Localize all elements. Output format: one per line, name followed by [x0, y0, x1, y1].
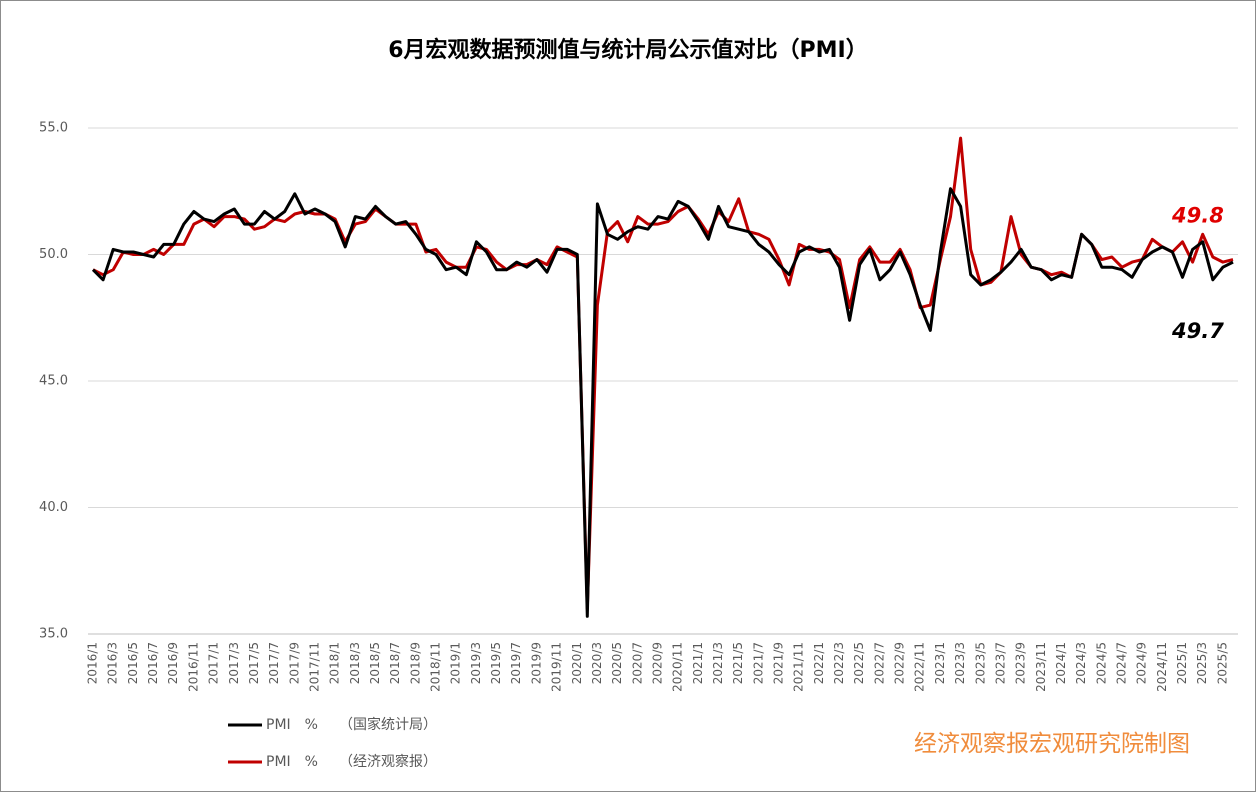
y-tick-label: 50.0: [39, 247, 68, 262]
x-tick-label: 2024/11: [1155, 642, 1169, 692]
x-tick-label: 2022/9: [893, 642, 907, 684]
x-tick-label: 2016/11: [186, 642, 200, 692]
x-tick-label: 2017/3: [227, 642, 241, 684]
x-tick-label: 2023/5: [973, 642, 987, 684]
x-tick-label: 2016/7: [146, 642, 160, 684]
x-tick-label: 2021/1: [691, 642, 705, 684]
x-tick-label: 2024/1: [1054, 642, 1068, 684]
x-tick-label: 2019/5: [489, 642, 503, 684]
x-tick-label: 2017/7: [267, 642, 281, 684]
x-tick-label: 2022/11: [913, 642, 927, 692]
x-tick-label: 2023/9: [1014, 642, 1028, 684]
x-tick-label: 2020/11: [671, 642, 685, 692]
legend-label: PMI % （国家统计局）: [266, 716, 437, 733]
x-tick-label: 2018/9: [408, 642, 422, 684]
x-tick-label: 2021/7: [751, 642, 765, 684]
x-tick-label: 2019/3: [469, 642, 483, 684]
x-tick-label: 2018/7: [388, 642, 402, 684]
x-tick-label: 2018/1: [328, 642, 342, 684]
x-tick-label: 2017/5: [247, 642, 261, 684]
x-tick-label: 2024/7: [1114, 642, 1128, 684]
x-tick-label: 2019/1: [449, 642, 463, 684]
x-tick-label: 2025/1: [1175, 642, 1189, 684]
x-tick-label: 2021/3: [711, 642, 725, 684]
x-tick-label: 2018/5: [368, 642, 382, 684]
x-tick-label: 2020/7: [630, 642, 644, 684]
x-tick-label: 2016/9: [166, 642, 180, 684]
x-tick-label: 2020/3: [590, 642, 604, 684]
y-tick-label: 55.0: [39, 121, 68, 136]
y-tick-label: 40.0: [39, 500, 68, 515]
x-tick-label: 2025/5: [1215, 642, 1229, 684]
x-tick-label: 2016/5: [126, 642, 140, 684]
x-tick-label: 2022/7: [872, 642, 886, 684]
x-tick-label: 2022/3: [832, 642, 846, 684]
x-tick-label: 2016/3: [106, 642, 120, 684]
x-tick-label: 2024/9: [1135, 642, 1149, 684]
x-tick-label: 2017/11: [307, 642, 321, 692]
watermark: 经济观察报宏观研究院制图: [914, 731, 1190, 757]
x-tick-label: 2017/1: [207, 642, 221, 684]
end-label: 49.8: [1171, 204, 1224, 228]
x-tick-label: 2018/11: [429, 642, 443, 692]
x-tick-label: 2023/1: [933, 642, 947, 684]
x-tick-label: 2024/5: [1094, 642, 1108, 684]
x-tick-label: 2020/5: [610, 642, 624, 684]
x-tick-label: 2021/9: [772, 642, 786, 684]
x-tick-label: 2022/5: [852, 642, 866, 684]
x-tick-label: 2023/7: [993, 642, 1007, 684]
chart-title: 6月宏观数据预测值与统计局公示值对比（PMI）: [388, 37, 868, 63]
x-tick-label: 2025/3: [1195, 642, 1209, 684]
x-tick-label: 2016/1: [86, 642, 100, 684]
end-label: 49.7: [1171, 319, 1224, 343]
x-tick-label: 2021/5: [731, 642, 745, 684]
line: [91, 187, 1234, 618]
x-tick-label: 2022/1: [812, 642, 826, 684]
x-tick-label: 2023/11: [1034, 642, 1048, 692]
y-tick-label: 45.0: [39, 374, 68, 389]
legend-label: PMI % （经济观察报）: [266, 753, 437, 770]
x-tick-label: 2020/1: [570, 642, 584, 684]
x-tick-label: 2019/11: [550, 642, 564, 692]
x-tick-label: 2019/9: [529, 642, 543, 684]
x-tick-label: 2021/11: [792, 642, 806, 692]
y-tick-label: 35.0: [39, 627, 68, 642]
x-tick-label: 2023/3: [953, 642, 967, 684]
x-tick-label: 2017/9: [287, 642, 301, 684]
x-tick-label: 2024/3: [1074, 642, 1088, 684]
x-tick-label: 2018/3: [348, 642, 362, 684]
x-tick-label: 2019/7: [509, 642, 523, 684]
x-tick-label: 2020/9: [650, 642, 664, 684]
